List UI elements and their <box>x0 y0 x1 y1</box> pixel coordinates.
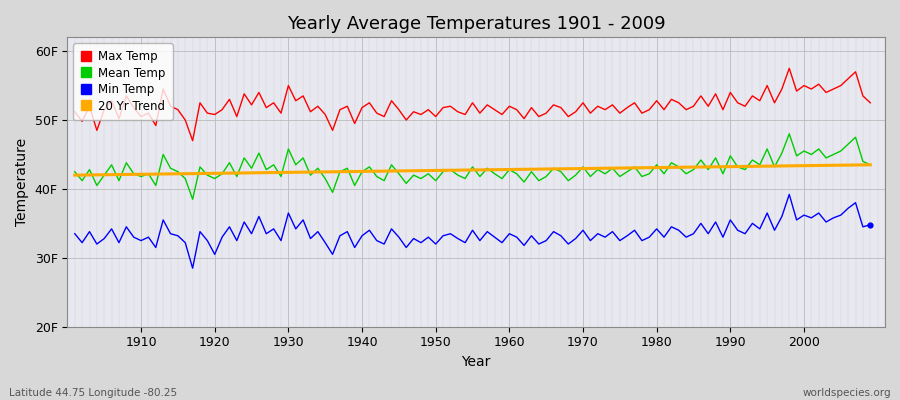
Text: worldspecies.org: worldspecies.org <box>803 388 891 398</box>
Legend: Max Temp, Mean Temp, Min Temp, 20 Yr Trend: Max Temp, Mean Temp, Min Temp, 20 Yr Tre… <box>73 43 173 120</box>
X-axis label: Year: Year <box>462 355 490 369</box>
Title: Yearly Average Temperatures 1901 - 2009: Yearly Average Temperatures 1901 - 2009 <box>287 15 665 33</box>
Y-axis label: Temperature: Temperature <box>15 138 29 226</box>
Text: Latitude 44.75 Longitude -80.25: Latitude 44.75 Longitude -80.25 <box>9 388 177 398</box>
